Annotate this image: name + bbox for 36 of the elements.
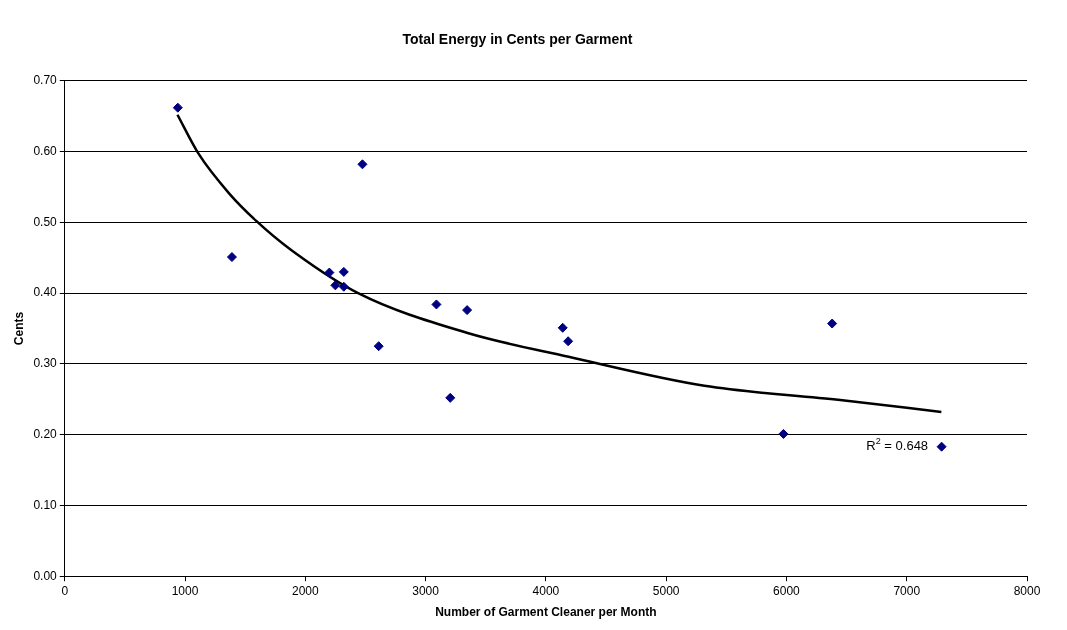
y-tick-label: 0.00	[33, 568, 58, 583]
y-tick-label: 0.60	[33, 143, 58, 158]
x-tick-label: 0	[61, 583, 69, 598]
point	[324, 267, 335, 278]
x-tick-label: 1000	[171, 583, 199, 598]
point	[357, 159, 368, 170]
point	[226, 252, 237, 263]
point	[330, 280, 341, 291]
point	[557, 322, 568, 333]
y-tick-label: 0.50	[33, 214, 58, 229]
x-tick-label: 4000	[532, 583, 560, 598]
x-axis-title: Number of Garment Cleaner per Month	[435, 605, 657, 620]
point	[827, 318, 838, 329]
y-axis-title: Cents	[11, 311, 26, 346]
point	[338, 281, 349, 292]
point	[462, 305, 473, 316]
x-tick-label: 5000	[652, 583, 680, 598]
point	[563, 336, 574, 347]
y-tick-label: 0.20	[33, 426, 58, 441]
point	[936, 441, 947, 452]
point	[338, 266, 349, 277]
point	[445, 392, 456, 403]
x-tick-label: 6000	[773, 583, 801, 598]
x-tick-label: 8000	[1013, 583, 1041, 598]
y-tick-label: 0.10	[33, 497, 58, 512]
y-tick-label: 0.40	[33, 285, 58, 300]
y-tick-label: 0.30	[33, 356, 58, 371]
point	[431, 299, 442, 310]
point	[172, 102, 183, 113]
x-tick-label: 7000	[893, 583, 921, 598]
x-tick-label: 2000	[291, 583, 319, 598]
point	[778, 428, 789, 439]
y-tick-label: 0.70	[33, 73, 58, 88]
chart-title: Total Energy in Cents per Garment	[402, 31, 633, 48]
point	[373, 341, 384, 352]
x-tick-label: 3000	[412, 583, 440, 598]
